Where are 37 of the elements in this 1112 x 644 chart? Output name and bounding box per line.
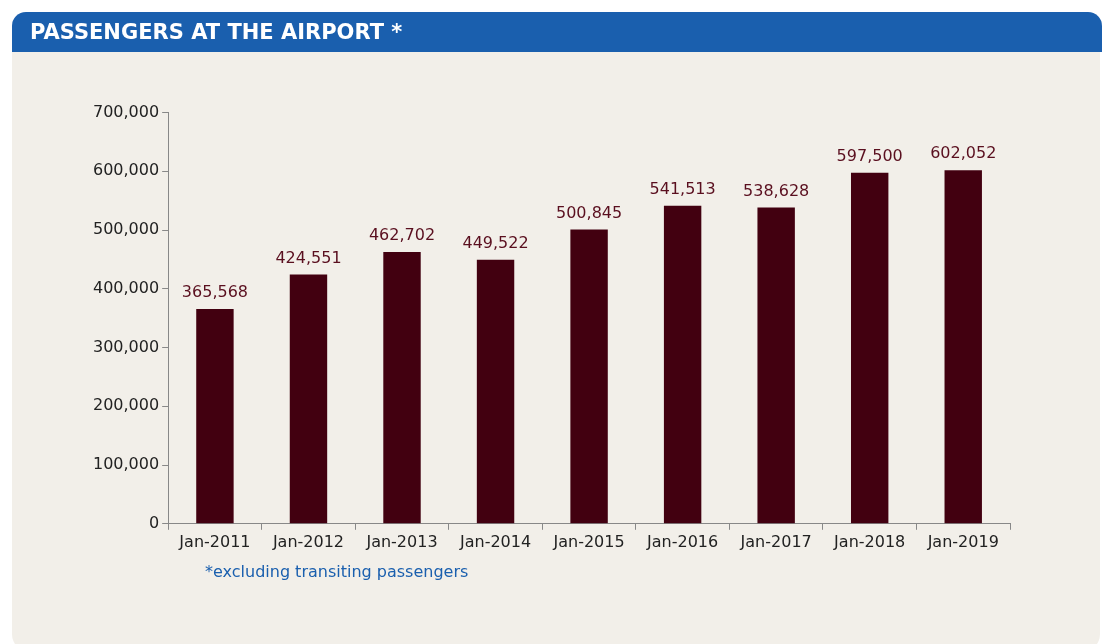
x-tick-label: Jan-2017: [739, 531, 812, 551]
x-tick-label: Jan-2013: [365, 531, 438, 551]
data-label: 462,702: [368, 225, 436, 245]
y-tick-label: 100,000: [92, 454, 160, 474]
x-tick-label: Jan-2011: [178, 531, 251, 551]
data-label: 541,513: [649, 178, 716, 198]
bar: [383, 252, 421, 524]
data-label: 538,628: [743, 180, 810, 200]
y-tick-label: 300,000: [92, 336, 160, 356]
data-label: 365,568: [181, 282, 249, 302]
data-label: 500,845: [556, 202, 623, 222]
x-tick-label: Jan-2018: [833, 531, 906, 551]
y-tick-label: 700,000: [92, 101, 160, 121]
bar: [850, 172, 889, 524]
data-label: 424,551: [275, 247, 342, 267]
data-label: 449,522: [462, 232, 529, 252]
x-tick-label: Jan-2014: [458, 531, 532, 551]
bar: [663, 205, 702, 524]
y-tick-label: 400,000: [92, 277, 160, 297]
bar: [196, 309, 234, 524]
bar: [570, 229, 608, 524]
bar: [289, 274, 328, 524]
x-tick-label: Jan-2015: [552, 531, 625, 551]
x-tick-label: Jan-2012: [271, 531, 345, 551]
y-tick-label: 600,000: [92, 160, 160, 180]
bar: [757, 207, 795, 524]
bar: [476, 259, 515, 524]
x-tick-label: Jan-2019: [926, 531, 999, 551]
y-tick-label: 500,000: [92, 219, 160, 239]
chart-title: PASSENGERS AT THE AIRPORT *: [12, 12, 1102, 52]
y-tick-label: 0: [148, 512, 160, 532]
data-label: 602,052: [930, 143, 997, 163]
y-tick-label: 200,000: [92, 395, 160, 415]
data-label: 597,500: [836, 145, 903, 165]
x-tick-label: Jan-2016: [646, 531, 719, 551]
text: *excluding transiting passengers: [205, 562, 469, 581]
bar: [944, 170, 982, 524]
